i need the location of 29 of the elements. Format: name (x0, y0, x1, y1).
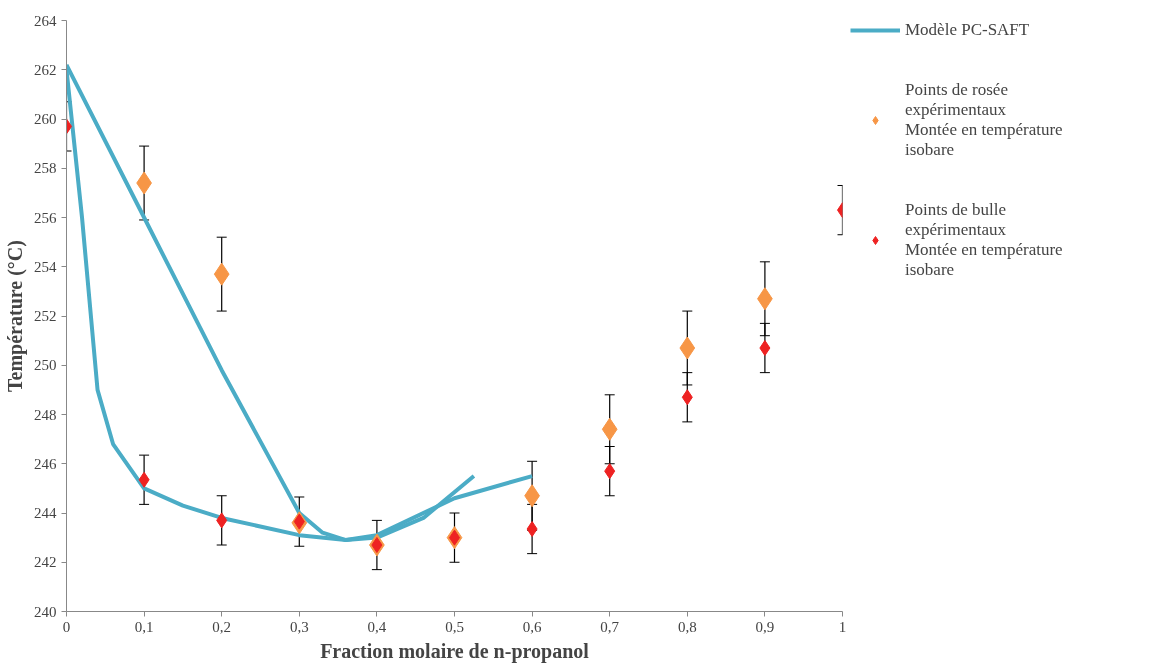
x-tick-label: 0,3 (289, 618, 309, 635)
x-tick-label: 0,4 (367, 618, 387, 635)
y-tick-label: 262 (34, 61, 57, 78)
y-tick-label: 242 (34, 554, 57, 571)
y-tick-label: 260 (34, 111, 57, 127)
x-tick-label: 0 (62, 618, 71, 635)
x-tick-label: 0,1 (134, 618, 154, 635)
legend-label: Points de rosée expérimentaux Montée en température isobare (905, 80, 1063, 160)
y-axis-title: Température (°C) (4, 240, 27, 392)
y-tick-label: 252 (34, 308, 57, 324)
x-tick-label: 1 (838, 618, 847, 635)
y-tick-label: 250 (34, 357, 57, 374)
y-tick-label: 264 (34, 12, 57, 29)
y-tick-label: 254 (34, 258, 57, 275)
y-tick-label: 244 (34, 505, 57, 521)
x-tick-label: 0,2 (212, 618, 232, 635)
x-tick-label: 0,9 (755, 618, 775, 635)
y-tick-label: 258 (34, 160, 57, 177)
x-tick-label: 0,7 (600, 618, 620, 635)
legend-label: Points de bulle expérimentaux Montée en température isobare (905, 200, 1063, 280)
x-axis-title: Fraction molaire de n-propanol (320, 639, 590, 663)
y-tick-label: 240 (34, 603, 57, 620)
x-tick-label: 0,5 (445, 618, 464, 635)
y-tick-label: 246 (34, 455, 57, 472)
x-tick-label: 0,6 (522, 618, 542, 635)
y-tick-label: 248 (34, 406, 57, 423)
y-tick-label: 256 (34, 209, 57, 226)
x-tick-label: 0,8 (677, 618, 697, 635)
legend-label: Modèle PC-SAFT (905, 20, 1030, 40)
